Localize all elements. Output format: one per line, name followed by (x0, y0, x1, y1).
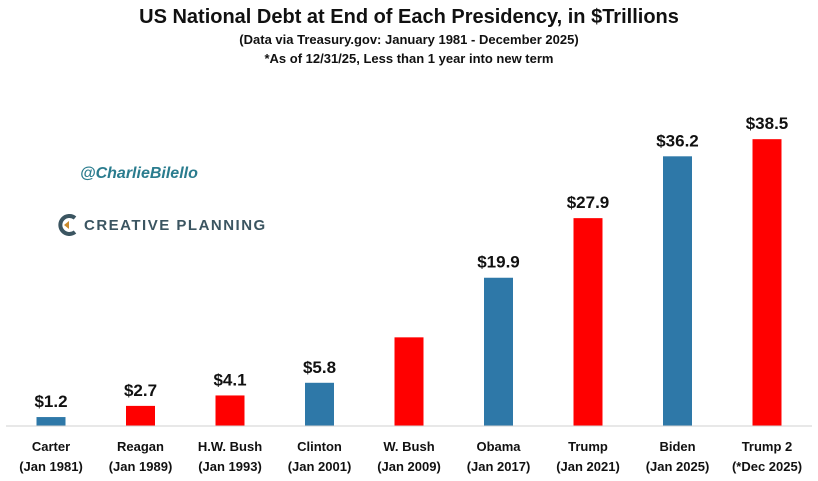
value-label: $27.9 (567, 193, 610, 212)
bar-trump-2 (752, 139, 782, 427)
twitter-handle: @CharlieBilello (80, 165, 198, 182)
bar-reagan (126, 405, 155, 426)
category-label: Clinton (297, 439, 342, 454)
brand-name: CREATIVE PLANNING (84, 216, 267, 234)
category-label: W. Bush (383, 439, 434, 454)
category-label: H.W. Bush (198, 439, 262, 454)
category-date-label: (Jan 2025) (646, 459, 710, 474)
category-date-label: (Jan 2021) (556, 459, 620, 474)
value-label: $4.1 (213, 370, 246, 389)
creative-planning-logo: CREATIVE PLANNING (58, 214, 267, 236)
labels-group: $1.2 Carter (Jan 1981) $2.7 Reagan (Jan 1989)… (19, 114, 802, 474)
category-label: Trump (568, 439, 608, 454)
value-label: $19.9 (477, 253, 520, 272)
bar-carter (36, 417, 66, 426)
value-label: $5.8 (303, 358, 336, 377)
value-label: $36.2 (656, 131, 699, 150)
bars-group (36, 139, 782, 427)
value-label: $1.2 (34, 392, 67, 411)
category-date-label: (*Dec 2025) (732, 459, 802, 474)
category-date-label: (Jan 1989) (109, 459, 173, 474)
category-label: Carter (32, 439, 70, 454)
category-date-label: (Jan 2009) (377, 459, 441, 474)
bar-biden (663, 156, 692, 426)
bar-clinton (305, 382, 334, 426)
category-date-label: (Jan 1993) (198, 459, 262, 474)
bar-trump (573, 218, 603, 426)
category-label: Biden (659, 439, 695, 454)
bar-h-w-bush (215, 395, 245, 426)
chart-note: *As of 12/31/25, Less than 1 year into n… (264, 51, 554, 66)
category-date-label: (Jan 2001) (288, 459, 352, 474)
category-date-label: (Jan 1981) (19, 459, 83, 474)
category-date-label: (Jan 2017) (467, 459, 531, 474)
category-label: Obama (476, 439, 521, 454)
chart-title: US National Debt at End of Each Presiden… (139, 6, 679, 28)
creative-planning-logo-icon (58, 214, 77, 236)
value-label: $38.5 (746, 114, 789, 133)
category-label: Reagan (117, 439, 164, 454)
value-label: $2.7 (124, 381, 157, 400)
bar-w-bush (394, 337, 424, 426)
category-label: Trump 2 (742, 439, 793, 454)
bar-obama (484, 277, 513, 426)
chart-subtitle: (Data via Treasury.gov: January 1981 - D… (239, 32, 579, 47)
